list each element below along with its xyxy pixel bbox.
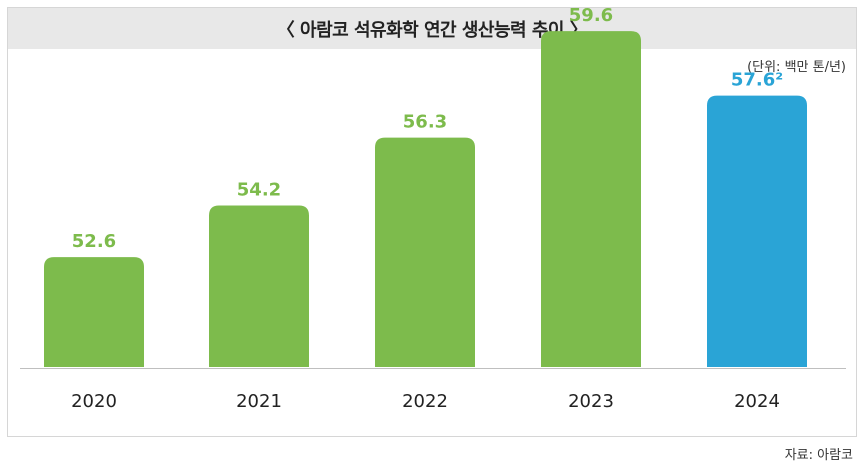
- source-note: 자료: 아람코: [784, 448, 853, 463]
- bar-2024: [707, 95, 807, 368]
- x-tick-2020: 2020: [71, 391, 117, 412]
- x-tick-2021: 2021: [236, 391, 282, 412]
- x-tick-2023: 2023: [568, 391, 614, 412]
- unit-label: (단위: 백만 톤/년): [747, 60, 846, 75]
- bar-2022: [375, 137, 475, 367]
- x-axis-baseline: [20, 368, 846, 369]
- value-label-2020: 52.6: [72, 231, 116, 252]
- value-label-2021: 54.2: [237, 180, 281, 201]
- chart-title: 〈 아람코 석유화학 연간 생산능력 추이 〉: [276, 19, 588, 41]
- bar-2023: [541, 31, 641, 368]
- title-bar: 〈 아람코 석유화학 연간 생산능력 추이 〉: [8, 8, 856, 49]
- bar-2021: [209, 205, 309, 367]
- bar-2020: [44, 257, 144, 367]
- x-tick-2022: 2022: [402, 391, 448, 412]
- value-label-2022: 56.3: [403, 112, 447, 133]
- value-label-2023: 59.6: [569, 5, 613, 26]
- x-tick-2024: 2024: [734, 391, 780, 412]
- value-label-2024: 57.6²: [731, 70, 783, 91]
